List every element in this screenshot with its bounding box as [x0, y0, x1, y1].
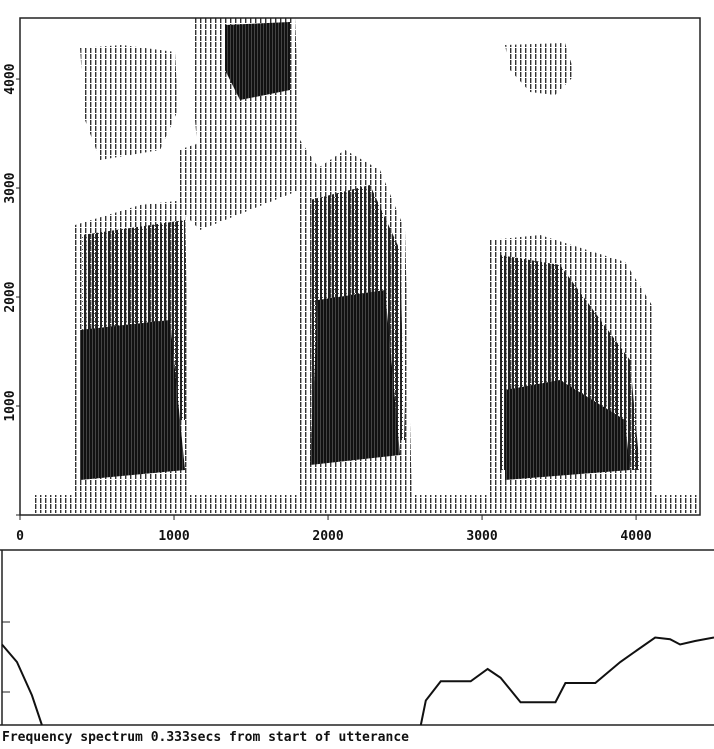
x-tick-label: 3000: [466, 529, 497, 544]
y-tick-label: 2000: [3, 281, 18, 312]
plot-frame: [19, 17, 701, 516]
y-tick-label: 1000: [3, 390, 18, 421]
spectrogram-energy: [35, 18, 700, 513]
caption: Frequency spectrum 0.333secs from start …: [2, 730, 409, 745]
spectrum-line: [1, 636, 714, 726]
x-tick-label: 1000: [158, 529, 189, 544]
y-tick-label: 3000: [3, 172, 18, 203]
x-tick-label: 4000: [620, 529, 651, 544]
y-tick-label: 4000: [3, 63, 18, 94]
x-tick-label: 2000: [312, 529, 343, 544]
x-tick-label: 0: [16, 529, 24, 544]
